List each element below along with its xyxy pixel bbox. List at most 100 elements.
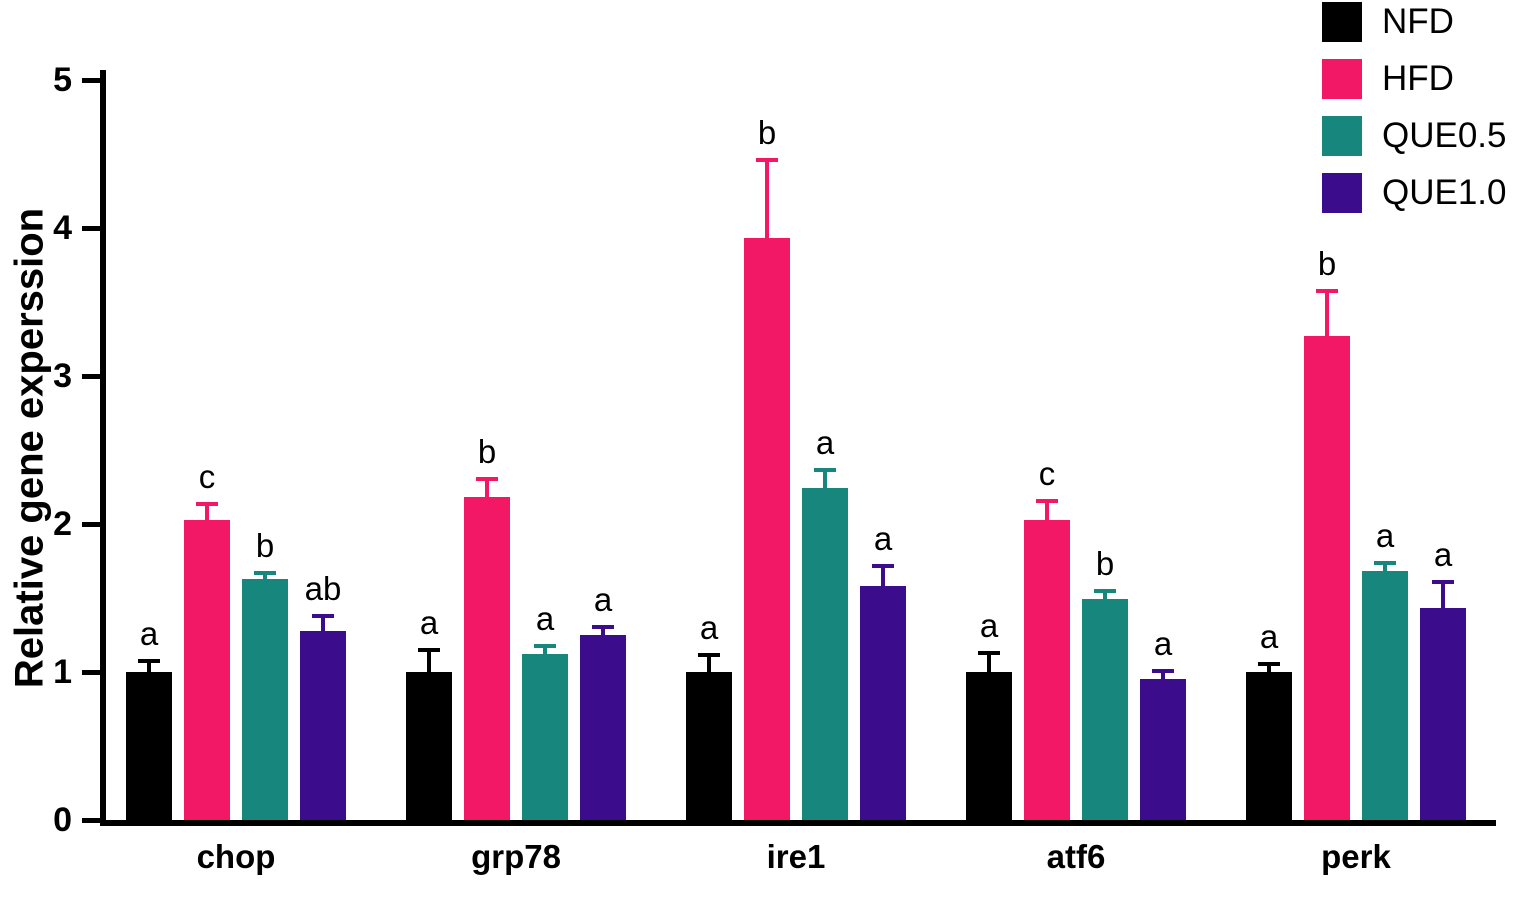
error-bar-stem — [765, 158, 769, 239]
error-bar — [138, 658, 160, 672]
sig-letter: b — [477, 432, 497, 470]
error-bar-cap — [138, 658, 160, 663]
sig-letter: a — [419, 604, 439, 642]
bar-slot: a — [1420, 70, 1466, 820]
legend-item-NFD: NFD — [1322, 2, 1507, 42]
error-bar-cap — [1374, 561, 1396, 566]
error-bar-cap — [872, 563, 894, 568]
bar-slot: a — [1140, 70, 1186, 820]
bar-slot: a — [860, 70, 906, 820]
bar-slot: ab — [300, 70, 346, 820]
legend: NFD HFD QUE0.5 QUE1.0 — [1322, 2, 1507, 230]
error-bar-stem — [147, 658, 151, 672]
legend-item-QUE1.0: QUE1.0 — [1322, 173, 1507, 213]
bar-HFD-perk — [1304, 336, 1350, 820]
bar-HFD-grp78 — [464, 497, 510, 820]
bar-group-ire1: a b a a ire1 — [686, 70, 906, 875]
legend-swatch — [1322, 116, 1362, 156]
bar-slot: b — [1082, 70, 1128, 820]
bar-NFD-ire1 — [686, 672, 732, 820]
error-bar-stem — [1441, 580, 1445, 609]
legend-swatch — [1322, 2, 1362, 42]
bar-QUE1.0-atf6 — [1140, 679, 1186, 820]
x-category-label-perk: perk — [1321, 838, 1391, 875]
sig-letter: a — [873, 519, 893, 557]
error-bar-cap — [978, 651, 1000, 656]
error-bar-stem — [707, 652, 711, 672]
bar-slot: a — [1362, 70, 1408, 820]
error-bar — [814, 467, 836, 489]
sig-letter: a — [1375, 517, 1395, 554]
sig-letter: a — [1259, 617, 1279, 655]
y-tick-mark — [82, 521, 100, 527]
error-bar-stem — [987, 651, 991, 672]
error-bar-cap — [1036, 498, 1058, 503]
error-bar-cap — [1258, 661, 1280, 666]
y-tick-mark — [82, 817, 100, 823]
y-tick-mark — [82, 77, 100, 83]
y-tick-label: 5 — [53, 61, 72, 99]
x-category-label-grp78: grp78 — [471, 838, 561, 875]
error-bar — [592, 624, 614, 635]
error-bar-cap — [698, 652, 720, 657]
error-bar-stem — [881, 563, 885, 587]
error-bar-cap — [312, 614, 334, 619]
error-bar — [418, 648, 440, 672]
error-bar-stem — [1103, 589, 1107, 600]
bar-slot: b — [744, 70, 790, 820]
bar-slot: b — [242, 70, 288, 820]
error-bar — [254, 571, 276, 579]
error-bar — [1316, 288, 1338, 337]
bar-NFD-perk — [1246, 672, 1292, 820]
bar-slot: b — [464, 70, 510, 820]
error-bar-stem — [1267, 661, 1271, 672]
y-tick-mark — [82, 373, 100, 379]
bar-slot: a — [686, 70, 732, 820]
sig-letter: a — [1153, 625, 1173, 663]
error-bar — [698, 652, 720, 672]
legend-label: HFD — [1382, 59, 1454, 98]
error-bar — [1094, 589, 1116, 600]
bar-HFD-chop — [184, 519, 230, 820]
y-tick-label: 3 — [53, 357, 72, 395]
y-tick-label: 2 — [53, 505, 72, 543]
error-bar — [978, 651, 1000, 672]
error-bar — [476, 476, 498, 498]
error-bar-stem — [485, 476, 489, 498]
bar-QUE0.5-atf6 — [1082, 599, 1128, 820]
error-bar-cap — [534, 643, 556, 648]
sig-letter: b — [1095, 545, 1115, 583]
error-bar — [1258, 661, 1280, 672]
bar-HFD-ire1 — [744, 238, 790, 820]
error-bar-stem — [1045, 498, 1049, 520]
legend-item-QUE0.5: QUE0.5 — [1322, 116, 1507, 156]
bar-QUE0.5-ire1 — [802, 488, 848, 820]
error-bar-stem — [601, 624, 605, 635]
bar-QUE1.0-chop — [300, 630, 346, 820]
error-bar-cap — [1152, 669, 1174, 674]
legend-item-HFD: HFD — [1322, 59, 1507, 99]
sig-letter: c — [198, 457, 216, 495]
bar-QUE0.5-chop — [242, 578, 288, 820]
bar-slot: a — [1246, 70, 1292, 820]
bar-group-grp78: a b a a grp78 — [406, 70, 626, 875]
bar-QUE1.0-perk — [1420, 608, 1466, 820]
bar-slot: a — [406, 70, 452, 820]
sig-letter: b — [757, 114, 777, 152]
sig-letter: a — [1433, 536, 1453, 574]
error-bar — [756, 158, 778, 239]
y-tick-label: 1 — [53, 653, 72, 691]
bar-slot: a — [966, 70, 1012, 820]
sig-letter: b — [1317, 244, 1337, 282]
error-bar-cap — [196, 501, 218, 506]
sig-letter: a — [699, 608, 719, 646]
error-bar — [312, 614, 334, 631]
error-bar — [534, 643, 556, 655]
error-bar-stem — [823, 467, 827, 489]
error-bar-stem — [543, 643, 547, 655]
error-bar-stem — [321, 614, 325, 631]
bar-slot: b — [1304, 70, 1350, 820]
bar-group-perk: a b a a perk — [1246, 70, 1466, 875]
